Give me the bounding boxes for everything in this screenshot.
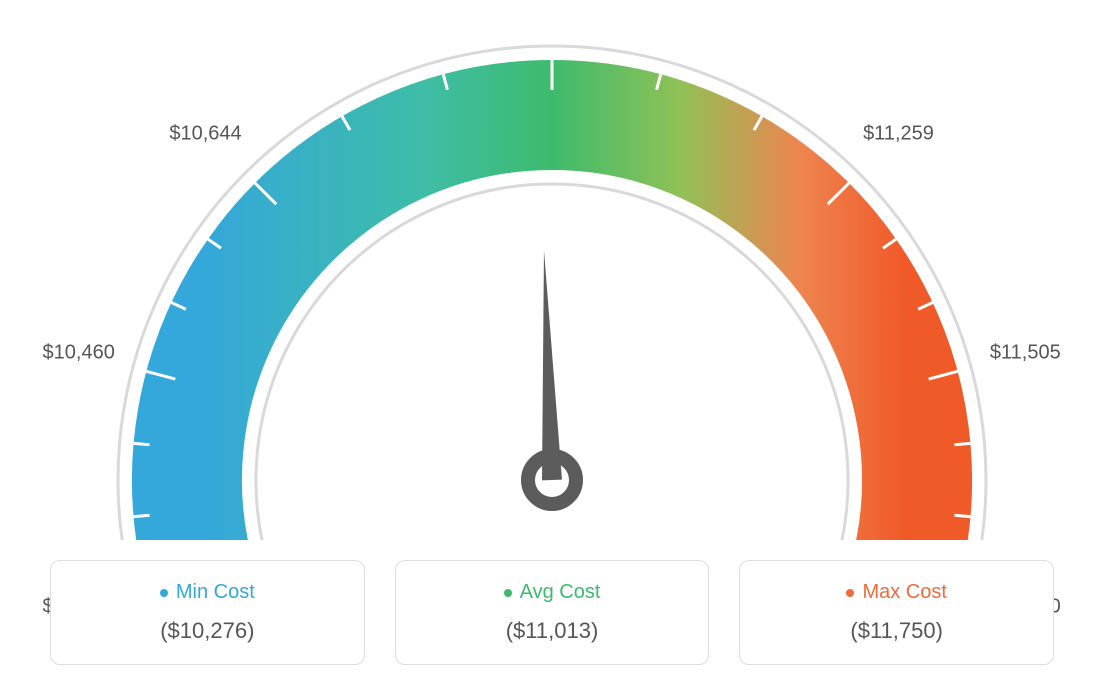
gauge-svg	[0, 10, 1104, 540]
gauge-tick-label: $10,460	[43, 342, 115, 365]
avg-cost-label: Avg Cost	[520, 581, 601, 604]
max-cost-value: ($11,750)	[758, 618, 1035, 644]
min-cost-card: Min Cost ($10,276)	[50, 560, 365, 665]
min-cost-label: Min Cost	[176, 581, 255, 604]
avg-cost-title: Avg Cost	[504, 581, 601, 604]
min-cost-title: Min Cost	[160, 581, 255, 604]
max-cost-label: Max Cost	[862, 581, 946, 604]
gauge-tick-label: $10,644	[169, 122, 241, 145]
min-cost-value: ($10,276)	[69, 618, 346, 644]
min-dot-icon	[160, 589, 168, 597]
max-cost-card: Max Cost ($11,750)	[739, 560, 1054, 665]
max-dot-icon	[846, 589, 854, 597]
gauge-tick-label: $11,505	[990, 342, 1061, 365]
avg-dot-icon	[504, 589, 512, 597]
gauge-tick-label: $11,259	[863, 122, 934, 145]
cost-gauge-chart: $10,276$10,460$10,644$11,013$11,259$11,5…	[0, 0, 1104, 690]
gauge-tick-label: $11,013	[517, 0, 588, 2]
gauge-area: $10,276$10,460$10,644$11,013$11,259$11,5…	[0, 10, 1104, 540]
summary-cards-row: Min Cost ($10,276) Avg Cost ($11,013) Ma…	[50, 560, 1054, 665]
avg-cost-value: ($11,013)	[414, 618, 691, 644]
max-cost-title: Max Cost	[846, 581, 946, 604]
avg-cost-card: Avg Cost ($11,013)	[395, 560, 710, 665]
